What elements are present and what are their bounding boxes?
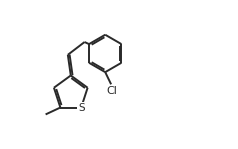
Text: S: S bbox=[78, 103, 84, 112]
Text: Cl: Cl bbox=[107, 86, 118, 96]
